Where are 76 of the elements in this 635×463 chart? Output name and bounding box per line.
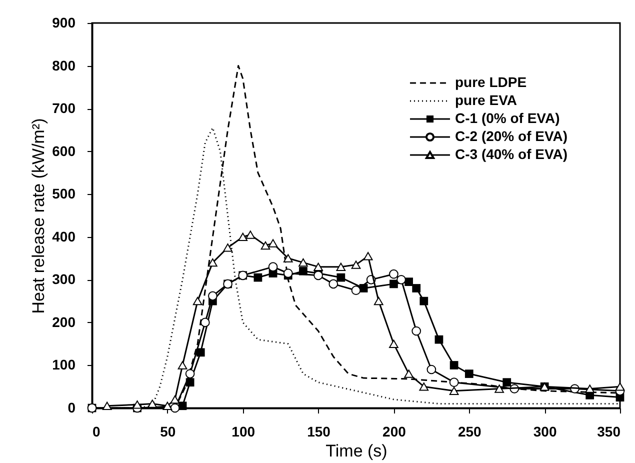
point	[132, 400, 142, 409]
legend-label: C-3 (40% of EVA)	[455, 146, 568, 162]
x-tick-label: 150	[307, 424, 331, 440]
point	[170, 403, 180, 413]
point	[178, 361, 188, 370]
point	[148, 400, 158, 408]
point	[268, 262, 278, 272]
legend-label: pure LDPE	[455, 74, 527, 90]
y-tick-label: 0	[68, 400, 76, 416]
point	[351, 286, 361, 296]
point	[283, 268, 293, 278]
point	[426, 364, 436, 374]
point	[336, 273, 346, 282]
point	[208, 291, 218, 301]
point	[419, 382, 429, 391]
x-tick-label: 0	[92, 424, 100, 440]
point	[185, 369, 195, 378]
point	[449, 378, 459, 388]
x-tick-label: 300	[533, 424, 557, 440]
point	[390, 280, 398, 288]
point	[102, 402, 112, 410]
point	[450, 361, 458, 370]
point	[208, 258, 218, 267]
point	[502, 378, 512, 387]
point	[494, 384, 504, 393]
point	[336, 262, 346, 271]
legend-label: pure EVA	[455, 92, 517, 108]
y-tick-label: 200	[52, 314, 76, 330]
y-axis-title: Heat release rate (kW/m²)	[29, 118, 48, 314]
point	[314, 270, 323, 280]
point	[254, 273, 262, 282]
point	[420, 296, 428, 306]
y-tick-label: 600	[52, 142, 76, 159]
point	[389, 269, 398, 279]
point	[404, 370, 414, 378]
point	[238, 232, 248, 242]
x-tick-label: 50	[160, 424, 176, 440]
y-tick-label: 800	[52, 57, 76, 74]
point	[162, 402, 172, 410]
point	[374, 296, 384, 306]
legend-label: C-2 (20% of EVA)	[455, 128, 568, 144]
point	[464, 370, 474, 378]
legend-label: C-1 (0% of EVA)	[455, 110, 560, 126]
point	[615, 382, 625, 391]
x-axis-title: Time (s)	[326, 442, 388, 460]
y-tick-label: 900	[52, 14, 76, 30]
point	[192, 296, 202, 306]
x-tick-label: 250	[458, 424, 482, 440]
point	[396, 274, 406, 284]
point	[449, 386, 459, 396]
point	[328, 279, 338, 289]
x-tick-label: 200	[382, 424, 406, 440]
point	[412, 284, 421, 292]
x-tick-label: 350	[597, 424, 621, 440]
point	[260, 241, 270, 250]
point	[363, 252, 373, 260]
y-tick-label: 700	[52, 100, 76, 116]
point	[585, 384, 595, 393]
point	[283, 254, 293, 262]
point	[412, 326, 422, 336]
point	[351, 260, 361, 269]
point	[200, 318, 210, 328]
point	[389, 340, 398, 348]
point	[196, 348, 205, 357]
point	[434, 335, 444, 344]
y-tick-label: 100	[52, 356, 76, 373]
y-tick-label: 400	[52, 228, 76, 244]
point	[246, 230, 256, 239]
point	[170, 395, 180, 404]
x-tick-label: 100	[232, 424, 256, 440]
point	[223, 243, 232, 252]
point	[298, 258, 308, 267]
y-tick-label: 500	[52, 186, 76, 202]
point	[268, 239, 278, 248]
point	[314, 262, 323, 271]
y-tick-label: 300	[52, 271, 76, 288]
